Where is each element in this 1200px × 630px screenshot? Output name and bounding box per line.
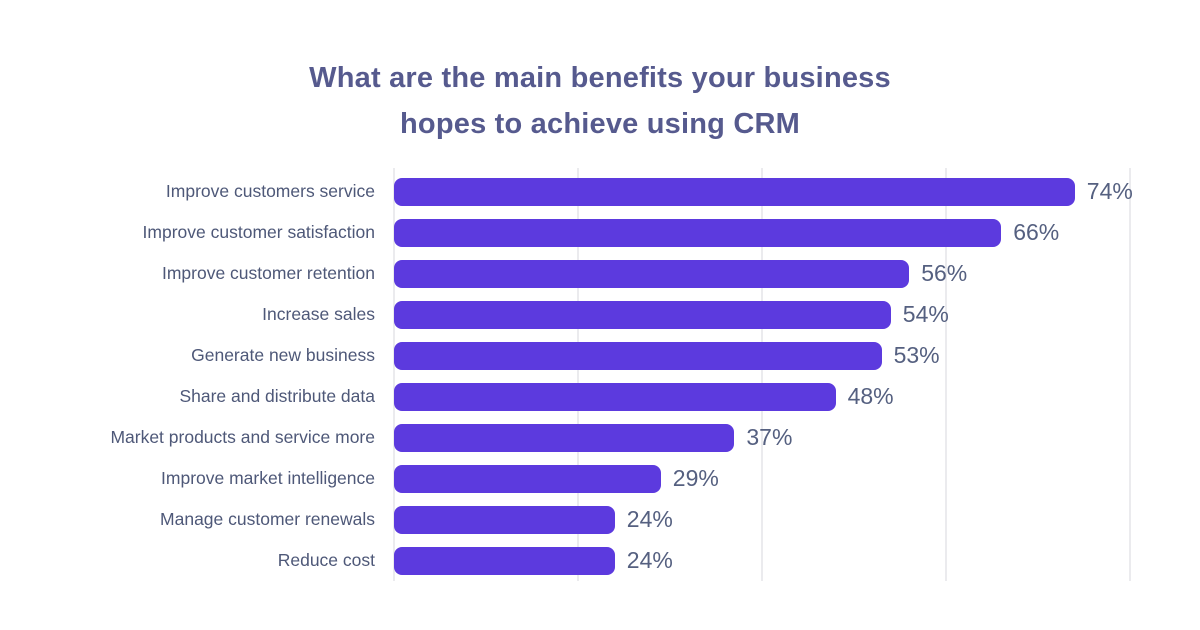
gridline [945, 168, 947, 581]
bar-row: Improve customer retention 56% [0, 253, 1200, 294]
value-label: 53% [893, 342, 940, 368]
chart-title: What are the main benefits your business… [0, 55, 1200, 147]
bar [394, 546, 615, 575]
gridline [1129, 168, 1131, 581]
bar [394, 464, 661, 493]
bar-row: Generate new business 53% [0, 335, 1200, 376]
value-label: 66% [1013, 219, 1060, 245]
bar-row: Improve market intelligence 29% [0, 458, 1200, 499]
value-label: 56% [921, 260, 968, 286]
value-label: 24% [626, 506, 673, 532]
category-label: Increase sales [262, 304, 375, 324]
bar-row: Increase sales 54% [0, 294, 1200, 335]
bar [394, 177, 1075, 206]
category-label: Generate new business [191, 345, 375, 365]
bar-row: Reduce cost 24% [0, 540, 1200, 581]
bar-row: Improve customer satisfaction 66% [0, 212, 1200, 253]
bar [394, 341, 882, 370]
chart-title-line1: What are the main benefits your business [309, 62, 891, 94]
category-label: Improve market intelligence [161, 468, 375, 488]
bar [394, 259, 910, 288]
bar [394, 300, 891, 329]
category-label: Improve customer retention [161, 263, 375, 283]
category-label: Share and distribute data [179, 386, 375, 406]
bar [394, 505, 615, 534]
bar-rows: Improve customers service 74% Improve cust… [0, 171, 1200, 581]
bar-row: Manage customer renewals 24% [0, 499, 1200, 540]
value-label: 54% [902, 301, 949, 327]
chart-title-line2: hopes to achieve using CRM [400, 108, 800, 140]
value-label: 24% [626, 547, 673, 573]
bar-row: Share and distribute data 48% [0, 376, 1200, 417]
gridline [393, 168, 395, 581]
value-label: 74% [1086, 178, 1133, 204]
bar-row: Improve customers service 74% [0, 171, 1200, 212]
category-label: Improve customer satisfaction [142, 222, 375, 242]
gridline [761, 168, 763, 581]
bar [394, 423, 735, 452]
bar-row: Market products and service more 37% [0, 417, 1200, 458]
category-label: Reduce cost [277, 550, 375, 570]
bar [394, 218, 1002, 247]
value-label: 37% [746, 424, 793, 450]
bar [394, 382, 836, 411]
gridline [577, 168, 579, 581]
category-label: Improve customers service [165, 181, 375, 201]
value-label: 29% [672, 465, 719, 491]
category-label: Manage customer renewals [160, 509, 375, 529]
value-label: 48% [847, 383, 894, 409]
category-label: Market products and service more [110, 427, 375, 447]
